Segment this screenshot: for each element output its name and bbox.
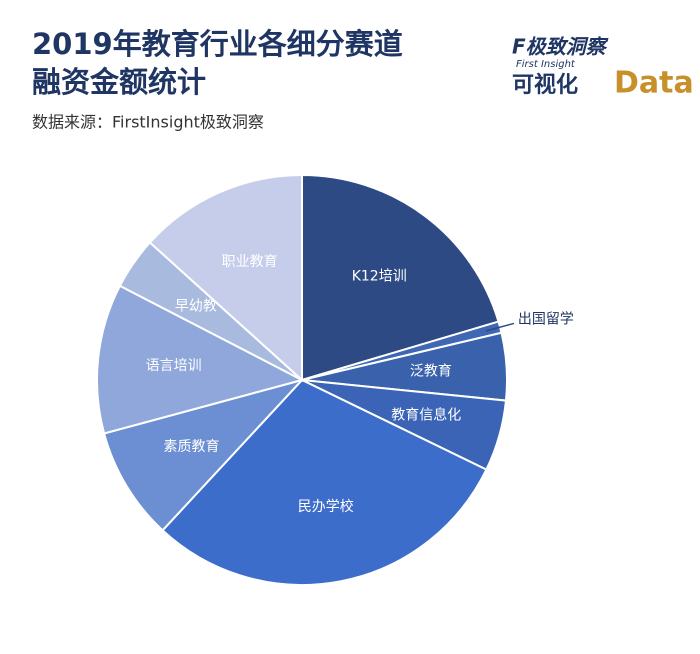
logo-brand: F极致洞察 — [512, 35, 609, 59]
pie-slice — [301, 173, 500, 382]
pie-slice — [148, 173, 303, 383]
pie-slice — [102, 378, 306, 532]
slice-label: 泛教育 — [410, 363, 452, 379]
logo: F极致洞察 First Insight 可视化 Data — [512, 35, 694, 101]
logo-tag: 可视化 — [512, 72, 578, 98]
chart-title: 融资金额统计 — [32, 65, 206, 99]
slice-label: 语言培训 — [146, 358, 202, 374]
slice-label: 素质教育 — [163, 439, 219, 455]
chart-subtitle: 数据来源：FirstInsight极致洞察 — [32, 113, 264, 132]
logo-brand-en: First Insight — [516, 59, 576, 70]
leader-line — [486, 322, 515, 332]
slice-label: 民办学校 — [298, 498, 354, 515]
slice-label: 职业教育 — [222, 254, 278, 270]
pie-slice — [161, 378, 488, 586]
logo-word: Data — [614, 66, 694, 101]
chart-title: 2019年教育行业各细分赛道 — [32, 27, 403, 61]
slice-label: 出国留学 — [518, 311, 574, 327]
slice-label: K12培训 — [352, 268, 407, 284]
slice-label: 早幼教 — [175, 298, 217, 314]
pie-slice — [96, 284, 305, 435]
slice-label: 教育信息化 — [391, 406, 461, 423]
